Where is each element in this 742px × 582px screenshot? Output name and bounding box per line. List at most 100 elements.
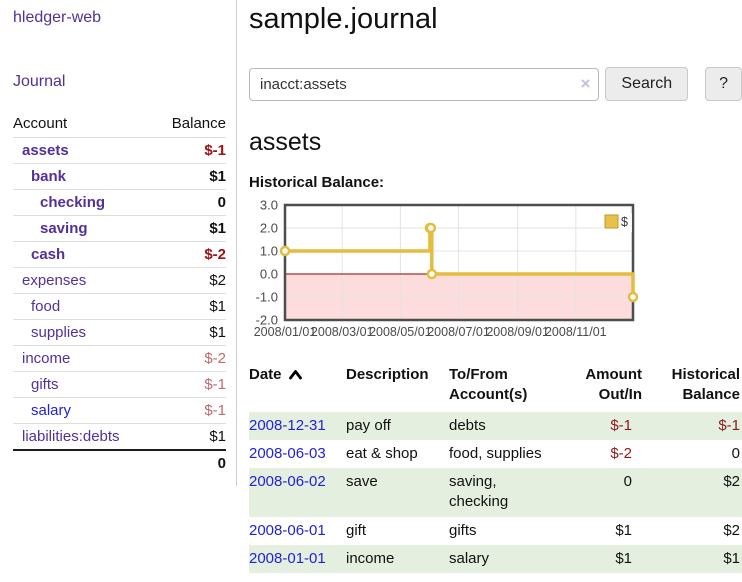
svg-text:$: $ (621, 215, 628, 229)
transaction-date-link[interactable]: 2008-12-31 (249, 416, 326, 434)
transaction-amount: $1 (615, 521, 632, 539)
transaction-balance: 0 (731, 444, 740, 462)
transaction-description: pay off (346, 411, 449, 440)
balance-chart-svg: $3.0 2.0 1.0 0.0 -1.0 -2.02008/01/012008/03/0… (254, 198, 639, 339)
register-table: Date Description To/From Account(s) Amoun… (249, 363, 742, 573)
account-row: salary $-1 (13, 397, 226, 424)
search-button[interactable]: Search (605, 67, 689, 101)
account-balance: $1 (154, 215, 226, 242)
account-row: income $-2 (13, 345, 226, 372)
search-input[interactable] (249, 67, 600, 101)
transaction-date-link[interactable]: 2008-06-02 (249, 473, 326, 490)
help-button[interactable]: ? (705, 67, 742, 101)
account-link-cash[interactable]: cash (31, 246, 66, 263)
transaction-balance: $2 (723, 521, 740, 539)
transaction-description: eat & shop (346, 444, 418, 462)
account-balance: 0 (154, 189, 226, 216)
accounts-header-account: Account (13, 115, 68, 132)
account-balance: $1 (154, 319, 226, 346)
svg-text:2008/07/01: 2008/07/01 (427, 325, 490, 339)
app-brand[interactable]: hledger-web (13, 9, 102, 26)
accounts-header-balance: Balance (171, 115, 226, 132)
svg-text:2008/05/01: 2008/05/01 (369, 325, 432, 339)
account-balance: $-1 (154, 371, 226, 398)
account-row: checking 0 (13, 189, 226, 216)
account-balance: $1 (154, 293, 226, 320)
svg-text:3.0: 3.0 (260, 199, 278, 213)
svg-text:2008/03/01: 2008/03/01 (311, 325, 374, 339)
account-balance: $-2 (154, 241, 226, 268)
transaction-description: income (346, 544, 449, 573)
historical-balance-chart: $3.0 2.0 1.0 0.0 -1.0 -2.0 2008/01/01 2008/03/0… (249, 198, 742, 346)
sort-asc-icon (288, 370, 302, 380)
search-bar: × Search ? (249, 67, 742, 101)
transaction-amount: $-2 (610, 444, 632, 462)
transaction-description: gift (346, 521, 367, 539)
transaction-description: save (346, 468, 449, 517)
nav-journal-link[interactable]: Journal (13, 73, 66, 90)
register-header-amount: Amount Out/In (585, 366, 642, 404)
account-link-liabilities-debts[interactable]: liabilities:debts (22, 428, 120, 445)
account-balance: $-2 (154, 345, 226, 372)
transaction-amount: $-1 (565, 411, 642, 440)
register-row: 2008-01-01 income salary $1 $1 (249, 544, 742, 573)
register-row: 2008-06-01 gift gifts $1 $2 (249, 517, 742, 545)
account-row: gifts $-1 (13, 371, 226, 398)
svg-text:1.0: 1.0 (260, 244, 278, 259)
transaction-accounts: gifts (449, 521, 477, 539)
account-row: saving $1 (13, 215, 226, 242)
transaction-date-link[interactable]: 2008-06-01 (249, 521, 326, 539)
account-balance: $-1 (154, 397, 226, 424)
account-link-income[interactable]: income (22, 350, 71, 367)
account-row: cash $-2 (13, 241, 226, 268)
account-row: assets $-1 (13, 137, 226, 164)
transaction-balance: $-1 (642, 411, 742, 440)
account-row: expenses $2 (13, 267, 226, 294)
transaction-accounts: debts (449, 411, 565, 440)
account-link-food[interactable]: food (31, 298, 61, 315)
page-title: sample.journal (249, 3, 438, 35)
account-row: liabilities:debts $1 (13, 423, 226, 450)
transaction-accounts: saving, checking (449, 468, 565, 517)
svg-text:2008/11/01: 2008/11/01 (545, 325, 607, 339)
svg-text:2008/09/01: 2008/09/01 (486, 325, 549, 339)
transaction-date-link[interactable]: 2008-01-01 (249, 549, 326, 567)
account-heading: assets (249, 128, 322, 156)
svg-text:2.0: 2.0 (260, 221, 278, 236)
register-header-date[interactable]: Date (249, 363, 346, 412)
register-header-accounts: To/From Account(s) (449, 366, 528, 404)
register-row: 2008-12-31 pay off debts $-1 $-1 (249, 411, 742, 440)
sidebar: hledger-web Journal Account Balance asse… (0, 0, 237, 486)
transaction-balance: $2 (642, 468, 742, 517)
transaction-amount: $1 (565, 544, 642, 573)
accounts-total-balance: 0 (154, 449, 226, 476)
transaction-accounts: food, supplies (449, 444, 542, 462)
transaction-balance: $1 (642, 544, 742, 573)
svg-text:-1.0: -1.0 (256, 290, 278, 305)
account-link-gifts[interactable]: gifts (31, 376, 59, 393)
account-row: supplies $1 (13, 319, 226, 346)
account-row: food $1 (13, 293, 226, 320)
register-header-description: Description (346, 366, 429, 383)
accounts-total-row: 0 (13, 449, 226, 476)
account-row: bank $1 (13, 163, 226, 190)
account-link-bank[interactable]: bank (31, 168, 67, 185)
account-balance: $1 (154, 423, 226, 450)
main-content: sample.journal × Search ? assets Histori… (249, 0, 742, 573)
register-row: 2008-06-02 save saving, checking 0 $2 (249, 468, 742, 517)
chart-label: Historical Balance: (249, 174, 385, 191)
transaction-accounts: salary (449, 544, 565, 573)
transaction-date-link[interactable]: 2008-06-03 (249, 444, 326, 462)
account-link-supplies[interactable]: supplies (31, 324, 87, 341)
account-link-saving[interactable]: saving (40, 220, 88, 237)
account-link-assets[interactable]: assets (22, 142, 69, 159)
transaction-amount: 0 (565, 468, 642, 517)
svg-text:2008/01/01: 2008/01/01 (254, 325, 317, 339)
account-link-checking[interactable]: checking (40, 194, 106, 211)
account-link-expenses[interactable]: expenses (22, 272, 87, 289)
account-balance: $1 (154, 163, 226, 190)
register-header-balance: Historical Balance (671, 366, 740, 404)
clear-search-icon[interactable]: × (580, 74, 591, 94)
account-balance: $2 (154, 267, 226, 294)
account-link-salary[interactable]: salary (31, 402, 72, 419)
